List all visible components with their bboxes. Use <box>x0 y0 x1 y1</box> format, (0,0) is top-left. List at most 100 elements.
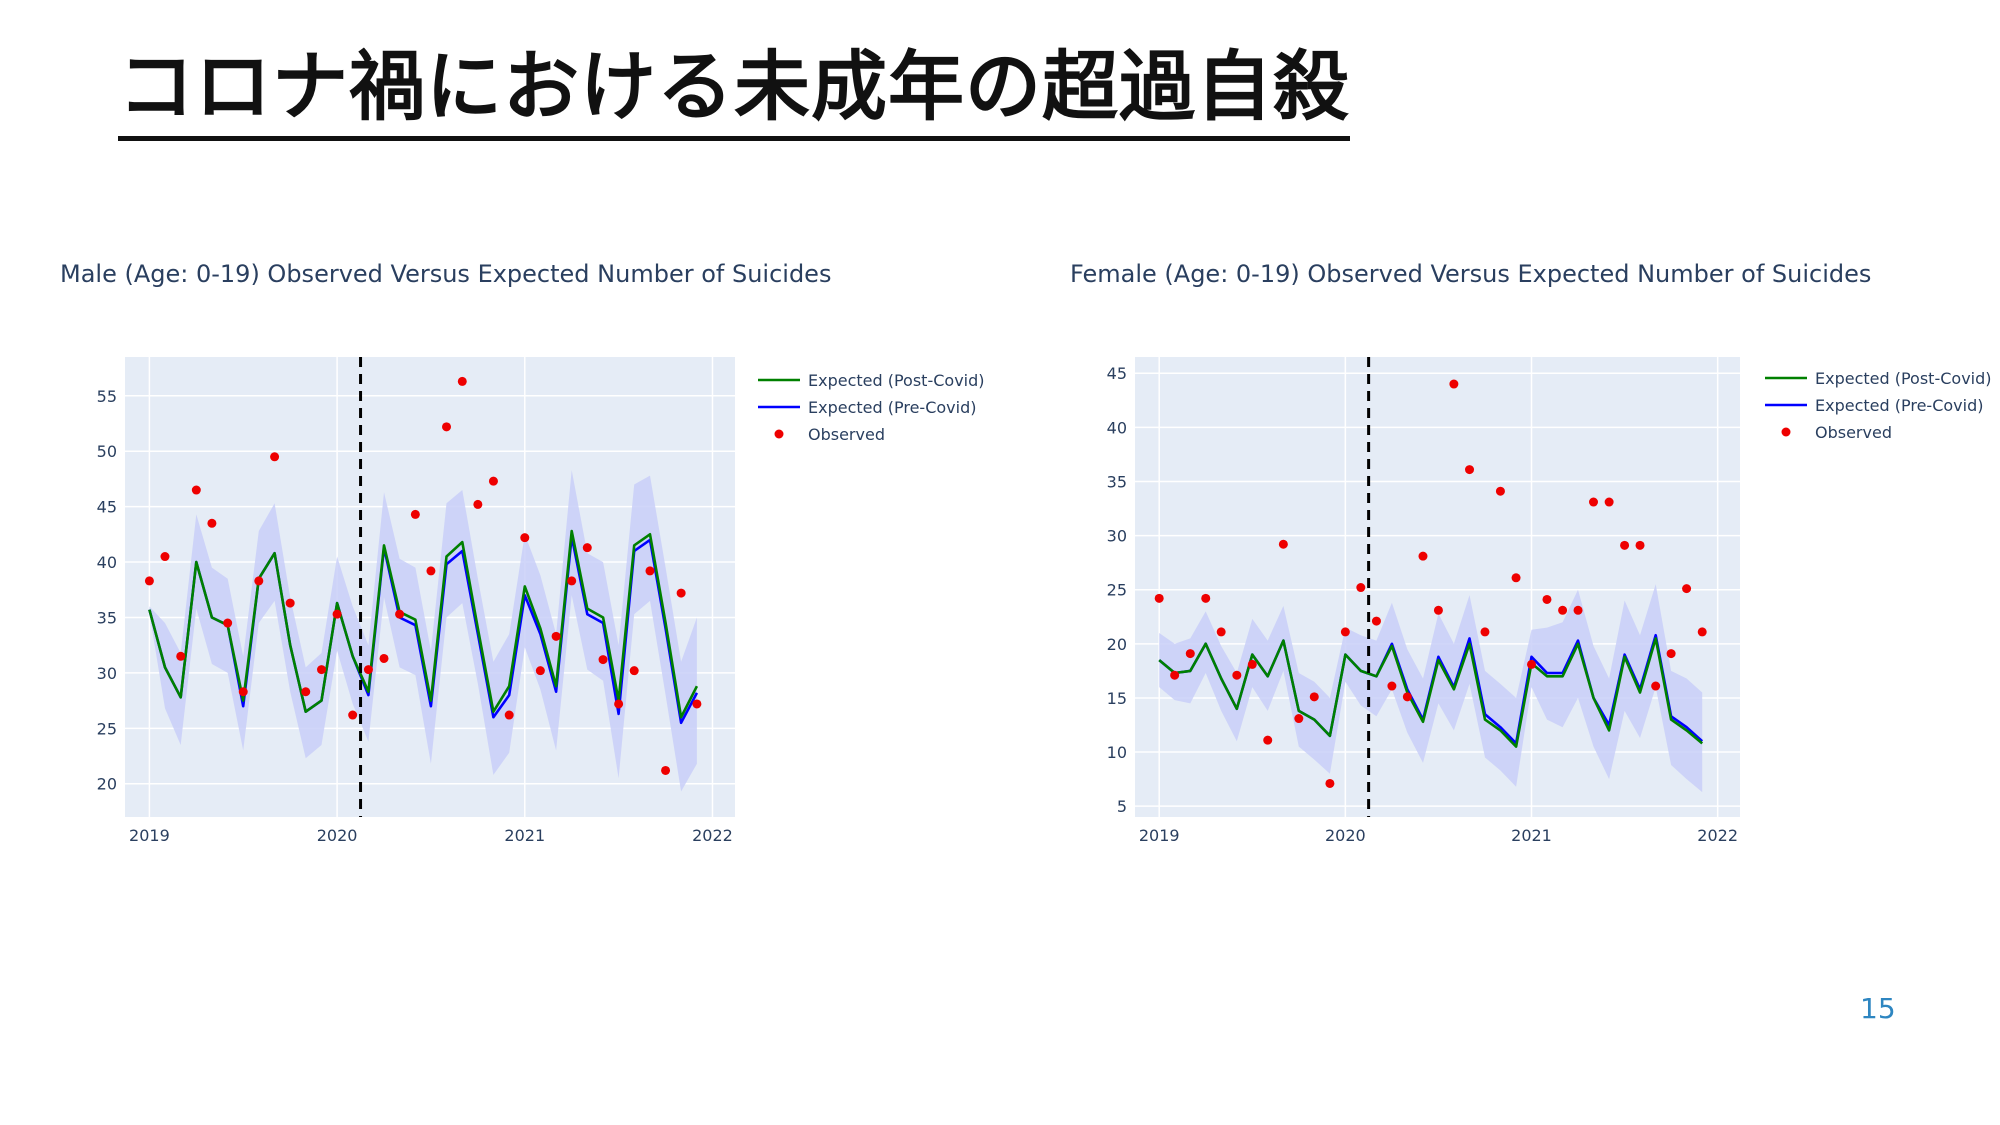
female-observed-point <box>1620 540 1630 550</box>
female-y-tick-label: 20 <box>1107 635 1127 654</box>
female-legend-swatch-observed <box>1781 427 1791 437</box>
chart-male: 20 25 30 35 40 45 50 55 2019 2020 2021 2022 Expected… <box>97 357 985 845</box>
male-observed-point <box>395 609 405 619</box>
female-observed-point <box>1682 584 1692 594</box>
male-observed-point <box>191 485 201 495</box>
female-observed-point <box>1511 573 1521 583</box>
male-observed-point <box>551 631 561 641</box>
female-y-tick-label: 40 <box>1107 418 1127 437</box>
female-observed-point <box>1201 593 1211 603</box>
chart-title-female: Female (Age: 0-19) Observed Versus Expec… <box>1070 260 1872 288</box>
male-x-tick-label: 2019 <box>129 826 170 845</box>
male-expected-band <box>149 470 697 792</box>
male-y-tick-label: 20 <box>97 775 117 794</box>
male-observed-point <box>473 499 483 509</box>
male-observed-point <box>629 666 639 676</box>
female-observed-point <box>1216 627 1226 637</box>
chart-title-male: Male (Age: 0-19) Observed Versus Expecte… <box>60 260 832 288</box>
male-observed-point <box>442 422 452 432</box>
female-observed-point <box>1480 627 1490 637</box>
female-observed-point <box>1449 379 1459 389</box>
female-legend-label-pre-covid: Expected (Pre-Covid) <box>1815 396 1983 415</box>
female-observed-point <box>1154 593 1164 603</box>
male-observed-point <box>598 655 608 665</box>
male-y-tick-label: 40 <box>97 553 117 572</box>
female-y-tick-label: 35 <box>1107 472 1127 491</box>
female-observed-point <box>1433 605 1443 615</box>
female-observed-point <box>1371 616 1381 626</box>
female-observed-point <box>1356 583 1366 593</box>
male-observed-point <box>535 666 545 676</box>
male-observed-point <box>363 665 373 675</box>
male-legend-label-pre-covid: Expected (Pre-Covid) <box>808 398 976 417</box>
male-legend-swatch-observed <box>774 429 784 439</box>
female-observed-point <box>1170 670 1180 680</box>
female-observed-point <box>1418 551 1428 561</box>
male-observed-point <box>661 765 671 775</box>
female-y-tick-label: 30 <box>1107 527 1127 546</box>
female-observed-point <box>1263 735 1273 745</box>
female-y-tick-label: 25 <box>1107 581 1127 600</box>
male-observed-point <box>238 687 248 697</box>
slide-title: コロナ禍における未成年の超過自殺 <box>118 42 1350 141</box>
female-y-tick-label: 10 <box>1107 743 1127 762</box>
female-observed-point <box>1247 659 1257 669</box>
male-x-tick-label: 2021 <box>504 826 545 845</box>
page-number: 15 <box>1860 992 1896 1025</box>
male-x-tick-label: 2022 <box>692 826 733 845</box>
male-observed-point <box>567 576 577 586</box>
male-observed-point <box>520 533 530 543</box>
male-y-tick-label: 35 <box>97 608 117 627</box>
female-observed-point <box>1185 649 1195 659</box>
male-observed-point <box>301 687 311 697</box>
chart-female: 5 10 15 20 25 30 35 40 45 2019 2020 2021 2022 Expecte… <box>1107 357 1992 845</box>
male-observed-point <box>176 651 186 661</box>
male-observed-point <box>410 509 420 519</box>
female-observed-point <box>1232 670 1242 680</box>
female-observed-point <box>1651 681 1661 691</box>
male-observed-point <box>614 699 624 709</box>
male-observed-point <box>676 588 686 598</box>
male-observed-point <box>645 566 655 576</box>
male-observed-point <box>692 699 702 709</box>
male-y-tick-label: 45 <box>97 498 117 517</box>
male-y-tick-label: 25 <box>97 719 117 738</box>
female-observed-point <box>1666 649 1676 659</box>
female-observed-point <box>1402 692 1412 702</box>
male-observed-point <box>144 576 154 586</box>
male-observed-point <box>160 552 170 562</box>
female-observed-point <box>1527 659 1537 669</box>
female-observed-point <box>1635 540 1645 550</box>
female-legend-label-post-covid: Expected (Post-Covid) <box>1815 369 1992 388</box>
male-observed-point <box>270 452 280 462</box>
female-observed-point <box>1542 594 1552 604</box>
male-legend-label-post-covid: Expected (Post-Covid) <box>808 371 985 390</box>
male-observed-point <box>582 543 592 553</box>
male-observed-point <box>285 598 295 608</box>
female-observed-point <box>1558 605 1568 615</box>
male-observed-point <box>379 653 389 663</box>
female-plot-area <box>1135 357 1740 817</box>
chart-panel-female: Female (Age: 0-19) Observed Versus Expec… <box>1050 250 2000 870</box>
female-observed-point <box>1309 692 1319 702</box>
male-legend-label-observed: Observed <box>808 425 885 444</box>
female-y-tick-label: 15 <box>1107 689 1127 708</box>
female-observed-point <box>1340 627 1350 637</box>
male-observed-point <box>504 710 514 720</box>
female-legend-label-observed: Observed <box>1815 423 1892 442</box>
male-observed-point <box>317 665 327 675</box>
male-observed-point <box>348 710 358 720</box>
male-y-tick-label: 50 <box>97 442 117 461</box>
female-observed-point <box>1697 627 1707 637</box>
female-observed-point <box>1495 486 1505 496</box>
female-x-tick-label: 2020 <box>1325 826 1366 845</box>
female-x-tick-label: 2019 <box>1139 826 1180 845</box>
male-observed-point <box>207 518 217 528</box>
female-y-tick-label: 5 <box>1117 797 1127 816</box>
male-observed-point <box>457 376 467 386</box>
male-observed-point <box>488 476 498 486</box>
male-observed-point <box>223 618 233 628</box>
male-observed-point <box>254 576 264 586</box>
female-observed-point <box>1604 497 1614 507</box>
male-observed-point <box>332 609 342 619</box>
